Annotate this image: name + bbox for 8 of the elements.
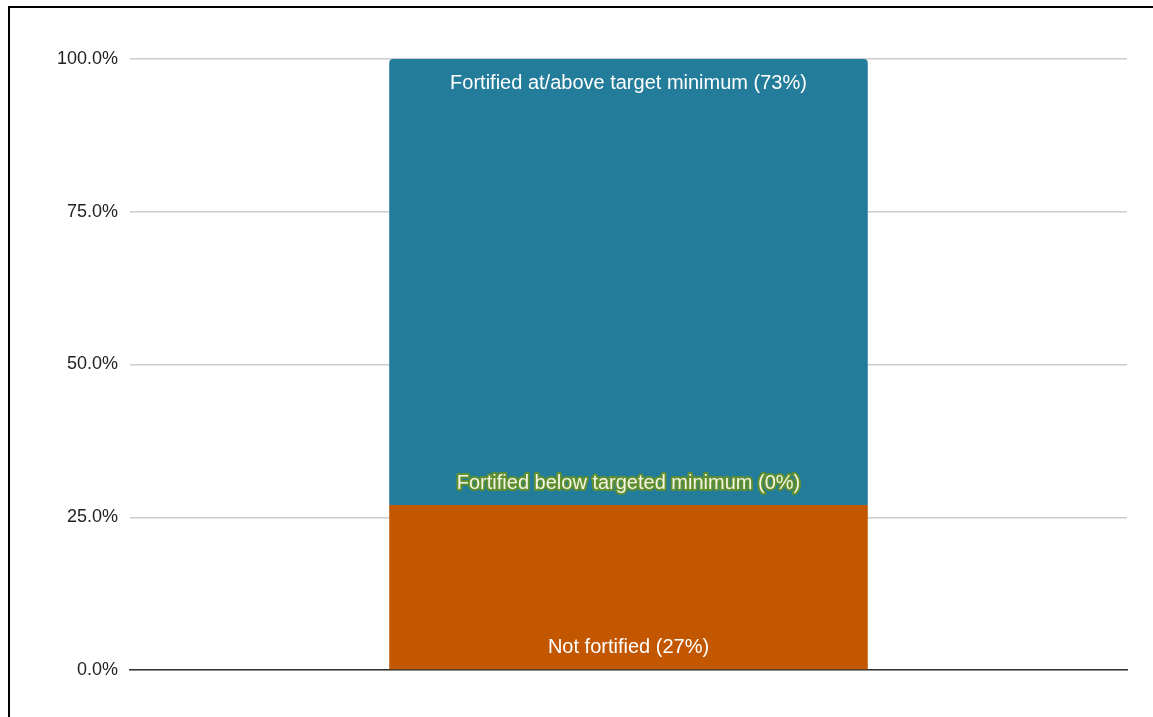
y-tick-label: 25.0% [66, 506, 118, 527]
y-tick-label: 0.0% [76, 658, 118, 679]
text: Fortified below targeted minimum (0%) [456, 470, 801, 493]
text: Not fortified (27%) [547, 634, 710, 657]
text: Fortified at/above target minimum (73%) [450, 70, 807, 93]
y-tick-label: 100.0% [56, 47, 118, 68]
y-tick-label: 75.0% [66, 200, 118, 221]
y-tick-label: 50.0% [66, 353, 118, 374]
